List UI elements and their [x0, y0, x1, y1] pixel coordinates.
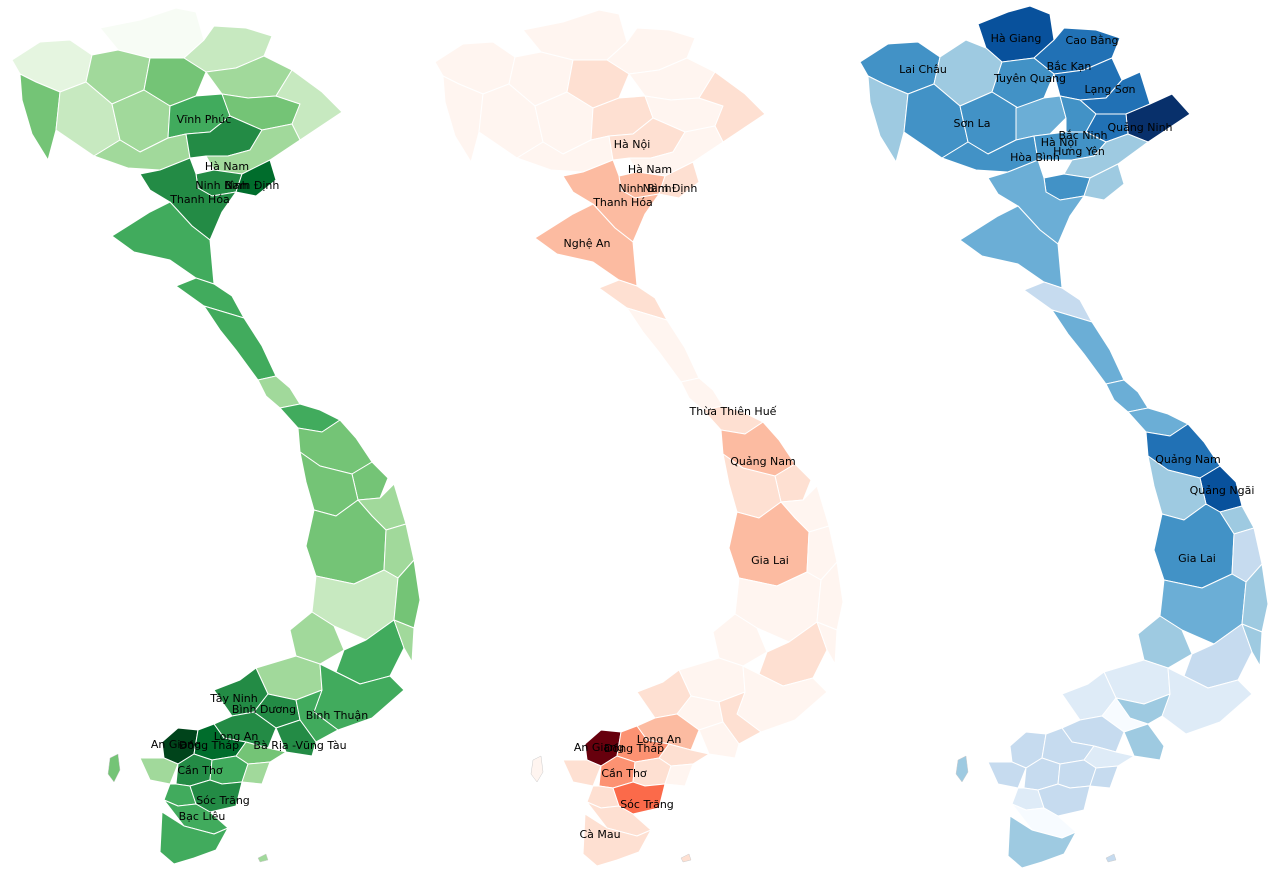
province-ben-tre: [664, 763, 694, 787]
choropleth-map-blues: Hà Giang Cao Bằng Lai Châu Bắc Kạn Tuyên…: [850, 0, 1279, 882]
province-label: An Giang: [151, 738, 201, 751]
province-label: Nghệ An: [564, 237, 611, 250]
province-label: Cần Thơ: [601, 767, 647, 780]
con-dao-island: [680, 853, 692, 863]
province-label: Nam Định: [643, 182, 698, 195]
province-label: Ninh Bình: [618, 182, 671, 195]
province-label: Quảng Nam: [1155, 453, 1221, 466]
province-label: Gia Lai: [1178, 552, 1216, 565]
province-label: Tuyên Quang: [993, 72, 1066, 85]
province-label: Sóc Trăng: [620, 798, 674, 811]
province-ninh-thuan: [816, 621, 838, 665]
province-label: Thanh Hóa: [592, 196, 653, 209]
province-label: Bắc Kạn: [1047, 60, 1092, 73]
province-ca-mau: [1007, 815, 1077, 869]
province-khanh-hoa: [393, 559, 421, 629]
province-label: Hà Nội: [614, 138, 651, 151]
province-kien-giang: [987, 761, 1027, 789]
phu-quoc-island: [530, 755, 544, 783]
province-quang-tri: [257, 375, 301, 409]
phu-quoc-island: [107, 753, 121, 783]
province-quang-binh: [203, 305, 277, 381]
province-label: Hà Nam: [205, 160, 249, 173]
province-nghe-an: [959, 205, 1063, 289]
province-label: Đồng Tháp: [179, 739, 239, 752]
province-ca-mau: [159, 811, 229, 865]
province-nam-dinh: [1083, 163, 1125, 201]
province-khanh-hoa: [1241, 563, 1269, 633]
province-nam-dinh: [658, 161, 700, 199]
islands: [107, 753, 269, 863]
province-label: Lạng Sơn: [1084, 83, 1135, 96]
province-label: An Giang: [574, 741, 624, 754]
province-label: Vĩnh Phúc: [177, 113, 232, 126]
province-label: Bà Rịa -Vũng Tàu: [253, 739, 346, 752]
province-label: Lai Châu: [899, 63, 947, 76]
province-label: Tây Ninh: [209, 692, 257, 705]
province-dong-nai: [1115, 693, 1171, 725]
province-ba-ria-vung-tau: [275, 719, 317, 757]
province-label: Bạc Liêu: [179, 810, 226, 823]
province-kien-giang: [562, 759, 602, 787]
choropleth-map-greens: Vĩnh Phúc Hà Nam Ninh Bình Nam Định Than…: [0, 0, 430, 882]
province-label: Cần Thơ: [177, 764, 223, 777]
province-ba-ria-vung-tau: [1123, 723, 1165, 761]
province-label: Thanh Hóa: [169, 193, 230, 206]
province-label: Hà Nam: [628, 163, 672, 176]
islands: [955, 755, 1117, 863]
province-khanh-hoa: [816, 561, 844, 631]
province-label: Thừa Thiên Huế: [689, 405, 777, 418]
choropleth-map-reds: Hà Nội Hà Nam Ninh Bình Nam Định Thanh H…: [425, 0, 855, 882]
province-label: Bình Dương: [232, 703, 296, 716]
province-label: Cao Bằng: [1066, 34, 1119, 47]
province-label: Gia Lai: [751, 554, 789, 567]
province-north-west-2: [442, 75, 484, 163]
province-ninh-thuan: [1241, 623, 1263, 667]
con-dao-island: [257, 853, 269, 863]
province-ca-mau: [582, 813, 652, 867]
province-nghe-an: [111, 201, 215, 285]
province-label: Hưng Yên: [1053, 145, 1105, 158]
province-labels: Hà Nội Hà Nam Ninh Bình Nam Định Thanh H…: [564, 138, 796, 841]
province-label: Hà Giang: [991, 32, 1042, 45]
province-labels: Vĩnh Phúc Hà Nam Ninh Bình Nam Định Than…: [151, 113, 368, 823]
province-quang-binh: [626, 307, 700, 383]
province-label: Sơn La: [953, 117, 990, 130]
province-label: Hà Nội: [1041, 136, 1078, 149]
province-label: Quảng Ninh: [1107, 121, 1172, 134]
province-label: Quảng Ngãi: [1190, 484, 1255, 497]
province-label: Long An: [637, 733, 682, 746]
province-nam-dinh: [235, 159, 277, 197]
province-dien-bien: [867, 75, 909, 163]
provinces: [859, 5, 1269, 869]
province-label: Nam Định: [225, 179, 280, 192]
province-label: Sóc Trăng: [196, 794, 250, 807]
province-label: Bình Thuận: [306, 709, 368, 722]
con-dao-island: [1105, 853, 1117, 863]
province-ben-tre: [241, 761, 271, 785]
province-labels: Hà Giang Cao Bằng Lai Châu Bắc Kạn Tuyên…: [899, 32, 1254, 565]
province-north-west-2: [19, 73, 61, 161]
province-label: Long An: [214, 730, 259, 743]
provinces: [11, 7, 421, 865]
province-quang-tri: [1105, 379, 1149, 413]
province-label: Đồng Tháp: [604, 742, 664, 755]
province-ba-ria-vung-tau: [698, 721, 740, 759]
province-label: Cà Mau: [579, 828, 620, 841]
province-label: Hòa Bình: [1010, 151, 1060, 164]
province-kien-giang: [139, 757, 179, 785]
province-ninh-thuan: [393, 619, 415, 663]
islands: [530, 755, 692, 863]
province-nghe-an: [534, 203, 638, 287]
province-quang-binh: [1051, 309, 1125, 385]
province-label: Bắc Ninh: [1058, 129, 1107, 142]
provinces: [434, 9, 844, 867]
province-label: Quảng Nam: [730, 455, 796, 468]
phu-quoc-island: [955, 755, 969, 783]
province-ben-tre: [1089, 765, 1119, 789]
province-label: Ninh Bình: [195, 179, 248, 192]
province-gia-lai: [1153, 503, 1235, 589]
